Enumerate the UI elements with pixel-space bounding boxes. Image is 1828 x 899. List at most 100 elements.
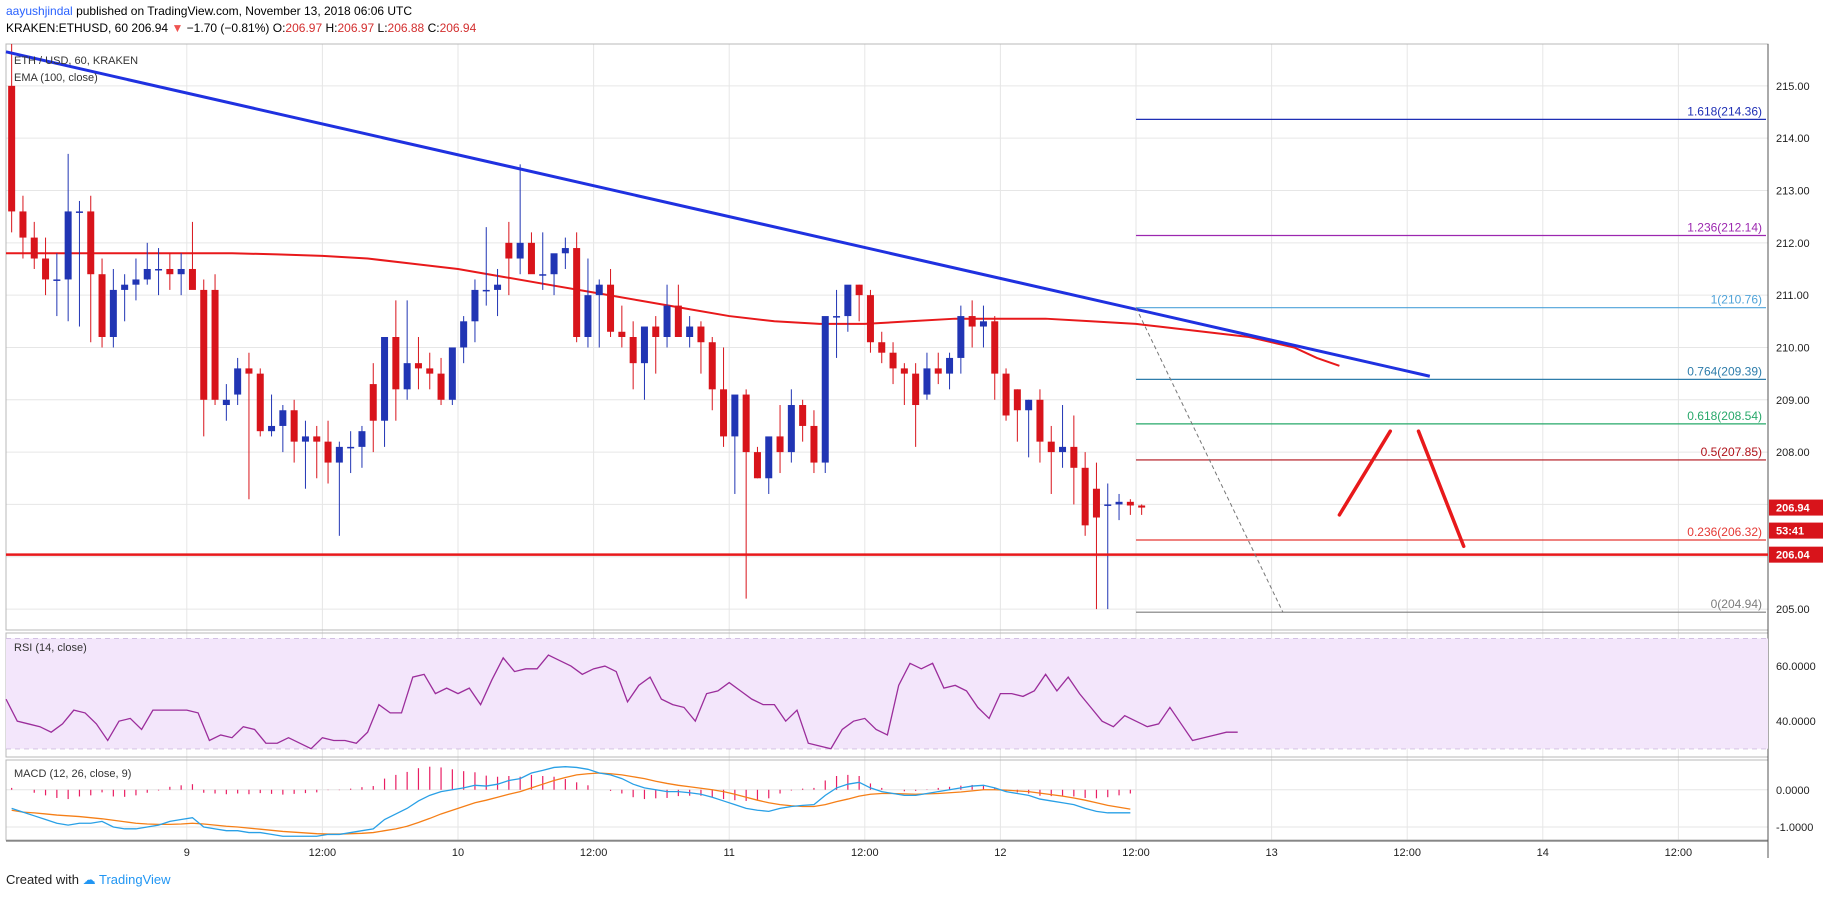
candle bbox=[143, 242, 151, 285]
time-tick-label: 12:00 bbox=[1393, 847, 1421, 859]
candle-body bbox=[934, 368, 942, 374]
low-value: 206.88 bbox=[387, 21, 425, 35]
candle-body bbox=[753, 452, 761, 479]
candle bbox=[844, 284, 852, 332]
candle-body bbox=[437, 373, 445, 400]
candle bbox=[912, 363, 920, 447]
candle bbox=[866, 289, 874, 353]
candle-body bbox=[245, 368, 253, 374]
candle bbox=[19, 195, 27, 259]
candle bbox=[1092, 462, 1100, 610]
candle bbox=[674, 284, 682, 337]
candle-body bbox=[177, 268, 185, 275]
pane-frame bbox=[5, 43, 1769, 631]
candle bbox=[87, 195, 95, 343]
candle bbox=[516, 164, 524, 275]
candle bbox=[381, 337, 389, 447]
price-tag-bg bbox=[1769, 522, 1823, 539]
rsi-tick-label: 40.0000 bbox=[1776, 716, 1816, 728]
candle-body bbox=[143, 268, 151, 280]
tradingview-logo-icon[interactable]: ☁ bbox=[82, 872, 96, 887]
author-link[interactable]: aayushjindal bbox=[6, 4, 73, 18]
time-tick-label: 13 bbox=[1265, 847, 1277, 859]
candle-body bbox=[505, 242, 513, 259]
candle bbox=[968, 300, 976, 348]
price-tick-label: 215.00 bbox=[1776, 81, 1810, 93]
candle bbox=[313, 425, 321, 479]
candle bbox=[369, 363, 377, 453]
tradingview-brand[interactable]: TradingView bbox=[99, 872, 171, 887]
candle-body bbox=[855, 284, 863, 296]
price-tick-label: 208.00 bbox=[1776, 447, 1810, 459]
candle-body bbox=[720, 389, 728, 437]
candle bbox=[324, 420, 332, 484]
candle-body bbox=[810, 425, 818, 463]
candle-body bbox=[460, 321, 468, 348]
candle bbox=[358, 425, 366, 468]
fib-level-label: 1.618(214.36) bbox=[1687, 104, 1762, 118]
candle-body bbox=[516, 242, 524, 259]
close-value: 206.94 bbox=[439, 21, 477, 35]
open-value: 206.97 bbox=[285, 21, 323, 35]
candle bbox=[799, 399, 807, 442]
fib-level-label: 0.618(208.54) bbox=[1687, 409, 1762, 423]
candle bbox=[256, 368, 264, 437]
candle-body bbox=[268, 425, 276, 432]
time-tick-label: 11 bbox=[723, 847, 734, 859]
open-label: O: bbox=[272, 21, 286, 35]
trend-line bbox=[5, 50, 1431, 378]
candle bbox=[1115, 493, 1123, 521]
ema-100-line bbox=[6, 252, 1340, 367]
candle-body bbox=[968, 316, 976, 327]
candle bbox=[753, 446, 761, 479]
candle bbox=[527, 232, 535, 275]
candle bbox=[878, 331, 886, 364]
candle-body bbox=[833, 316, 841, 318]
candle-body bbox=[550, 253, 558, 275]
candle-body bbox=[121, 284, 129, 290]
candle bbox=[720, 347, 728, 447]
time-tick-label: 12:00 bbox=[851, 847, 879, 859]
ohlc-bar: KRAKEN:ETHUSD, 60 206.94 ▼ −1.70 (−0.81%… bbox=[6, 21, 476, 35]
rsi-band bbox=[6, 638, 1768, 749]
candle-body bbox=[584, 295, 592, 337]
candle bbox=[222, 384, 230, 421]
candle bbox=[471, 279, 479, 343]
candle bbox=[561, 237, 569, 269]
candle-body bbox=[200, 289, 208, 400]
candle-body bbox=[1025, 399, 1033, 411]
candle-body bbox=[42, 258, 50, 280]
candle bbox=[414, 337, 422, 390]
projection-line bbox=[1416, 429, 1466, 549]
candle-body bbox=[1081, 467, 1089, 526]
ema-line bbox=[6, 252, 1340, 367]
price-tag-label: 206.94 bbox=[1776, 503, 1811, 515]
candle bbox=[121, 274, 129, 322]
price-tick-label: 210.00 bbox=[1776, 342, 1810, 354]
candle bbox=[188, 221, 196, 290]
candle-body bbox=[527, 242, 535, 275]
rsi-pane bbox=[5, 654, 1238, 750]
axes: 205.00206.00207.00208.00209.00210.00211.… bbox=[184, 81, 1823, 859]
candle-body bbox=[222, 399, 230, 406]
high-value: 206.97 bbox=[337, 21, 375, 35]
candle-body bbox=[1104, 504, 1112, 506]
candle-body bbox=[878, 342, 886, 353]
time-tick-label: 12:00 bbox=[1122, 847, 1150, 859]
candle bbox=[946, 352, 954, 390]
candle-body bbox=[64, 211, 72, 280]
candle-body bbox=[8, 85, 16, 212]
candle bbox=[64, 153, 72, 322]
fib-level-label: 1(210.76) bbox=[1711, 293, 1762, 307]
candle bbox=[166, 253, 174, 290]
change-arrow-icon: ▼ bbox=[171, 21, 184, 35]
time-tick-label: 12:00 bbox=[1665, 847, 1693, 859]
candle-body bbox=[1115, 501, 1123, 505]
candle-body bbox=[652, 326, 660, 337]
candle-body bbox=[821, 316, 829, 463]
candle bbox=[618, 305, 626, 348]
candle-body bbox=[708, 342, 716, 390]
candle bbox=[1059, 405, 1067, 468]
candle-body bbox=[426, 368, 434, 374]
